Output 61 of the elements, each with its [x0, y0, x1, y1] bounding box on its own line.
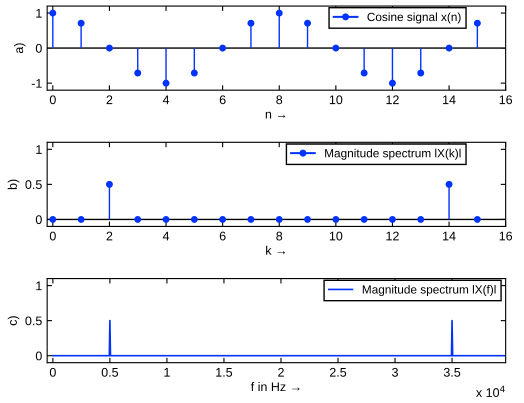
y-tick-label: 0.5 — [25, 180, 42, 190]
y-tick-label: 1 — [36, 282, 42, 290]
legend-label: Cosine signal x(n) — [367, 12, 461, 24]
x-tick-label: 3 — [392, 368, 398, 377]
point — [219, 44, 226, 52]
x-axis-title: k → — [266, 246, 285, 255]
y-axis-title: c) — [8, 316, 20, 326]
point — [360, 70, 368, 76]
legend-label: Magnitude spectrum lX(f)l — [362, 284, 496, 296]
x-tick-label: 2.5 — [330, 368, 346, 377]
y-tick-label: 0 — [36, 44, 42, 53]
x-tick-label: 3.5 — [444, 368, 460, 377]
x-tick-label: 16 — [500, 95, 512, 104]
x-tick-label: 0 — [50, 232, 56, 240]
x-tick-label: 8 — [276, 95, 282, 104]
point — [78, 20, 85, 27]
point — [446, 44, 453, 52]
x-tick-label: 16 — [500, 232, 512, 240]
x-tick-label: 8 — [276, 232, 282, 240]
legend-label: Magnitude spectrum lX(k)l — [325, 148, 461, 160]
y-tick-label: -1 — [32, 79, 42, 88]
point — [417, 70, 424, 76]
x-tick-label: 4 — [162, 232, 170, 240]
x-tick-label: 1.5 — [216, 368, 232, 377]
point — [190, 70, 198, 76]
point — [106, 44, 113, 52]
x-tick-label: 2 — [106, 232, 112, 240]
point — [49, 10, 56, 17]
x-tick-label: 12 — [386, 95, 399, 104]
y-axis-title: a) — [14, 43, 26, 54]
x-tick-label: 0 — [50, 368, 56, 377]
y-tick-label: 0.5 — [25, 316, 42, 326]
point — [474, 20, 481, 27]
x-tick-label: 14 — [443, 232, 456, 240]
x-tick-label: 10 — [330, 232, 342, 240]
x-tick-label: 2 — [278, 368, 284, 377]
x-axis-title: n → — [266, 112, 286, 119]
x-tick-label: 10 — [330, 95, 342, 104]
point — [134, 70, 142, 76]
x-tick-label: 2 — [106, 95, 112, 104]
point — [247, 20, 254, 27]
x-axis-title: f in Hz → — [250, 382, 300, 392]
x-tick-label: 12 — [386, 232, 399, 240]
y-tick-label: 1 — [36, 8, 42, 18]
point — [388, 80, 396, 87]
y-tick-label: 1 — [36, 145, 42, 154]
x-tick-label: 6 — [220, 232, 226, 240]
point — [276, 10, 283, 17]
x-tick-label: 1 — [164, 368, 170, 377]
point — [332, 44, 340, 52]
x-tick-label: 6 — [220, 95, 226, 104]
x-tick-label: 0 — [50, 95, 56, 104]
text: x 10$^{4}$ — [476, 386, 505, 398]
y-tick-label: 0 — [36, 351, 42, 360]
x-tick-label: 0.5 — [102, 368, 118, 377]
x-tick-label: 4 — [162, 95, 170, 104]
y-axis-title: b) — [8, 180, 20, 190]
y-tick-label: 0 — [36, 215, 42, 224]
point — [162, 80, 170, 87]
x-tick-label: 14 — [443, 95, 456, 104]
point — [304, 20, 312, 27]
